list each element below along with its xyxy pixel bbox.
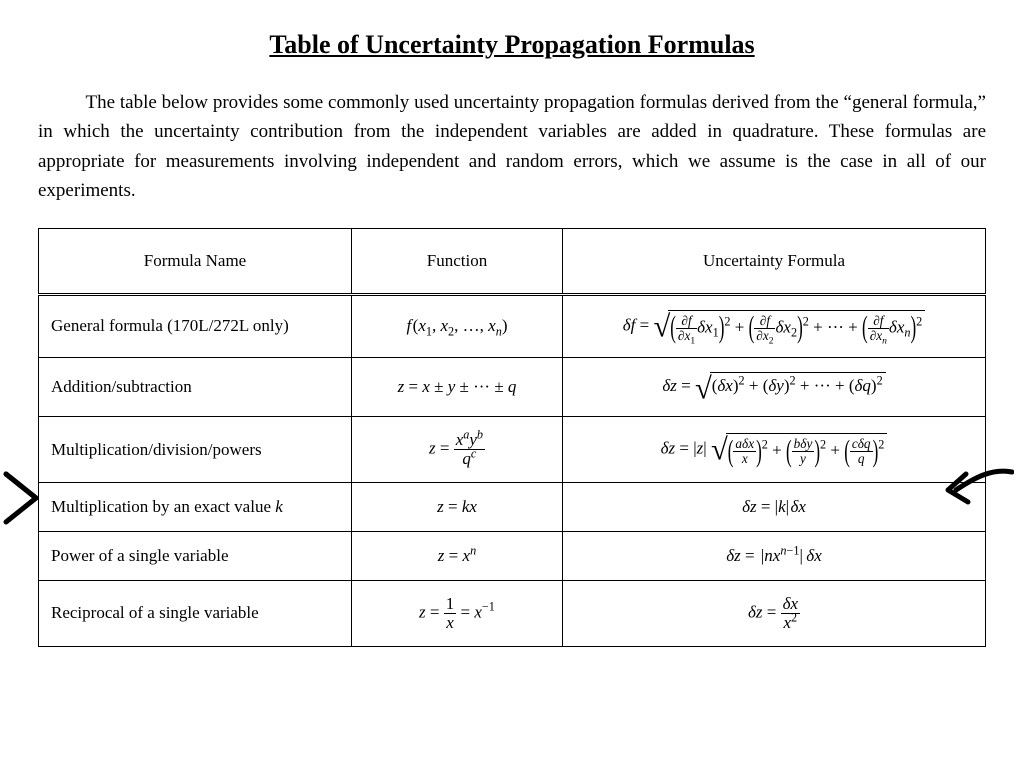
row6-unc: δz = δxx2 [563, 580, 986, 646]
table-row: General formula (170L/272L only) f (x1, … [39, 294, 986, 357]
row1-unc: δf = √ (∂f∂x1δx1)2 + (∂f∂x2δx2)2 + ··· +… [563, 294, 986, 357]
col-name: Formula Name [39, 228, 352, 294]
table-row: Addition/subtraction z = x ± y ± ··· ± q… [39, 357, 986, 417]
row3-func: z = xaybqc [352, 417, 563, 483]
row5-unc: δz = |nxn−1| δx [563, 531, 986, 580]
page-title: Table of Uncertainty Propagation Formula… [38, 30, 986, 60]
row1-name: General formula (170L/272L only) [39, 294, 352, 357]
row1-func: f (x1, x2, …, xn) [352, 294, 563, 357]
table-row: Multiplication by an exact value k z = k… [39, 482, 986, 531]
row4-func: z = kx [352, 482, 563, 531]
col-func: Function [352, 228, 563, 294]
table-row: Multiplication/division/powers z = xaybq… [39, 417, 986, 483]
row5-name: Power of a single variable [39, 531, 352, 580]
row5-func: z = xn [352, 531, 563, 580]
row3-unc: δz = |z| √ (aδxx)2 + (bδyy)2 + (cδqq)2 [563, 417, 986, 483]
row4-unc: δz = |k| δx [563, 482, 986, 531]
row2-unc: δz = √ (δx)2 + (δy)2 + ··· + (δq)2 [563, 357, 986, 417]
formula-table: Formula Name Function Uncertainty Formul… [38, 228, 986, 647]
row3-name: Multiplication/division/powers [39, 417, 352, 483]
table-row: Power of a single variable z = xn δz = |… [39, 531, 986, 580]
row2-name: Addition/subtraction [39, 357, 352, 417]
row6-name: Reciprocal of a single variable [39, 580, 352, 646]
row4-name: Multiplication by an exact value k [39, 482, 352, 531]
row2-func: z = x ± y ± ··· ± q [352, 357, 563, 417]
row6-func: z = 1x = x−1 [352, 580, 563, 646]
col-unc: Uncertainty Formula [563, 228, 986, 294]
annotation-arrow-left-icon [2, 468, 42, 528]
table-row: Reciprocal of a single variable z = 1x =… [39, 580, 986, 646]
table-header-row: Formula Name Function Uncertainty Formul… [39, 228, 986, 294]
intro-paragraph: The table below provides some commonly u… [38, 88, 986, 206]
